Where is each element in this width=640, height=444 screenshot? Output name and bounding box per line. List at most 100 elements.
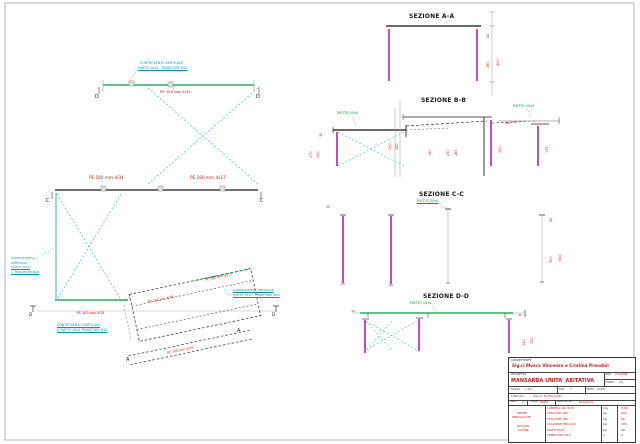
tecnico-label: Il Tecnico xyxy=(511,393,524,398)
sez-bb-dim: 185 xyxy=(454,149,458,156)
section-marker-d-right: D xyxy=(256,94,260,100)
progetto-value: MANSARDA UNITA' ABITATIVA xyxy=(511,377,595,384)
rev-row-desc-label: Descrizione xyxy=(557,400,573,403)
sheet-frame xyxy=(4,2,635,441)
sez-aa-dim: 300 xyxy=(496,59,500,66)
bom-unit: mq xyxy=(603,405,608,410)
title-block: COMMITTENTE Sig.ri Mosca Vincenzo e Cris… xyxy=(508,357,636,443)
sez-cc-dim: 40 xyxy=(549,217,553,222)
sez-dd-dim: 140 xyxy=(522,339,526,346)
sez-bb-plate-left-label: PIATTO 10x5 xyxy=(337,111,359,115)
bom-qty: 48 xyxy=(621,427,625,432)
sez-bb-linework xyxy=(332,100,560,177)
bom-unit: kg xyxy=(603,422,607,426)
title-block-rule xyxy=(604,372,605,386)
rev-row-label: Rev. xyxy=(511,400,517,403)
bom-desc: LAMIERA GR. 8/10 xyxy=(547,405,575,410)
sez-bb-title: SEZIONE B-B xyxy=(421,97,467,104)
bom-qty: 4 xyxy=(621,433,623,437)
title-block-rule xyxy=(604,379,635,380)
sez-dd-dim: 40 xyxy=(518,312,522,317)
section-marker-a-right: A xyxy=(237,328,241,334)
title-block-rule xyxy=(557,386,558,393)
bom-desc: TRAVI IPE 180 xyxy=(547,416,568,421)
roof-plan-linework xyxy=(120,268,262,366)
bom-group-label: ACCIAIO xyxy=(517,424,530,428)
tav-value: 7 xyxy=(570,386,572,391)
roof-brace-note-2: PIATTO 10x5 - TENDITORE M16 xyxy=(233,292,280,297)
plan-mid-bottom-note-1: CONTROVENTO VERTICALE xyxy=(57,323,101,327)
sez-cc-dim: 300 xyxy=(549,256,553,263)
data-value: 2008 xyxy=(597,386,605,391)
sez-bb-dim: 30 xyxy=(319,132,323,137)
sez-bb-dim: 250 xyxy=(446,149,450,156)
sez-dd-plate-label: PIATTO 10x5 xyxy=(410,301,432,305)
plan-mid-linework xyxy=(30,185,279,312)
sez-cc-plate-label: PIATTO 30x5 xyxy=(417,199,439,203)
sez-dd-dim: 150 xyxy=(530,337,534,344)
sez-cc-linework xyxy=(340,204,545,286)
title-block-rule xyxy=(527,400,528,405)
section-marker-c-right: C xyxy=(260,198,264,204)
bom-unit: kg xyxy=(603,416,607,421)
title-block-rule xyxy=(555,400,556,405)
bom-unit: kg xyxy=(603,427,607,432)
scala-label: SCALA xyxy=(511,386,521,391)
sez-cc-dim: 40 xyxy=(326,205,331,209)
plan-mid-beam-label-2: PE 180 mm 4x17 xyxy=(190,175,226,180)
sez-bb-dim: 150 xyxy=(388,143,392,150)
sez-aa-dim: 260 xyxy=(486,61,490,68)
form-label: FORM. xyxy=(605,379,615,384)
sez-aa-title: SEZIONE A-A xyxy=(409,13,455,20)
plan-top-linework xyxy=(98,71,260,185)
scala-value: 1:50 xyxy=(525,386,532,391)
sez-bb-dim: 150 xyxy=(316,151,320,158)
sez-bb-dim: 150 xyxy=(498,146,502,153)
committente-label: COMMITTENTE xyxy=(511,358,532,362)
sez-cc-title: SEZIONE C-C xyxy=(419,191,464,198)
sez-bb-dim: 160 xyxy=(395,143,399,150)
plan-mid-side-note-4: + TENDITORE M12 xyxy=(11,269,40,274)
tecnico-value: Geom. M. Perondini xyxy=(533,393,563,398)
plan-top-brace-note-2: PIATTO 10x5 - TENDITORE M12 xyxy=(138,66,188,70)
plan-mid-side-note-3: PIATTO 10x5 xyxy=(11,265,30,269)
plan-mid-side-note-2: VERTICALE xyxy=(11,260,28,265)
bom-group-label: S275JR xyxy=(518,428,529,432)
sez-bb-dim: 170 xyxy=(309,151,313,158)
title-block-rule xyxy=(585,386,586,393)
title-block-rule xyxy=(509,405,635,406)
plan-mid-beam-label-1: PE 160 mm 4/34 xyxy=(89,175,124,180)
plan-top-beam-label: PE 160 pos 4/34 xyxy=(160,89,191,94)
title-block-rule xyxy=(509,372,635,373)
bom-group-label: OPERE xyxy=(517,411,528,415)
committente-value: Sig.ri Mosca Vincenzo e Cristina Prandin… xyxy=(512,362,609,368)
sez-cc-dim: 340 xyxy=(558,254,562,261)
tav-label: TAV. xyxy=(559,386,565,391)
section-marker-d-left: D xyxy=(95,94,99,100)
sez-dd-dim: 30 xyxy=(351,309,355,313)
plan-top-brace-note-1: CONTROVENTO VERTICALE xyxy=(140,61,184,65)
bom-desc: PIATTI 60x5 xyxy=(547,427,565,432)
rev-row-data: 04/08 xyxy=(540,400,549,404)
rev-label: REV. xyxy=(605,372,612,376)
roof-brace-note-1: CONTROVENTO VERTICALE xyxy=(233,288,274,292)
cut-marker-d-right: D xyxy=(272,312,276,317)
bom-desc: COLONNE HEA 120 xyxy=(547,422,576,426)
sez-aa-dim: 40 xyxy=(486,33,490,38)
progetto-label: PROGETTO xyxy=(511,372,527,376)
bom-qty: 185 xyxy=(621,422,627,426)
sez-dd-linework xyxy=(352,306,526,353)
plan-mid-bottom-note-2: E PIATTO 10x5 TENDITORE M12 xyxy=(57,328,108,332)
bom-desc: TRAVI IPE 160 xyxy=(547,411,568,415)
rev-row-data-label: Data xyxy=(531,400,538,403)
form-value: A3 xyxy=(619,379,623,384)
bom-qty: 8.96 xyxy=(621,405,628,410)
bom-group-label: METALLICHE xyxy=(512,415,531,419)
rev-value: 04/2008 xyxy=(615,372,628,376)
title-block-rule xyxy=(601,405,602,442)
sez-bb-dim: 175 xyxy=(545,146,549,153)
data-label: DATA xyxy=(587,386,595,391)
title-block-rule xyxy=(509,386,635,387)
sez-bb-dim: 160 xyxy=(428,149,432,156)
